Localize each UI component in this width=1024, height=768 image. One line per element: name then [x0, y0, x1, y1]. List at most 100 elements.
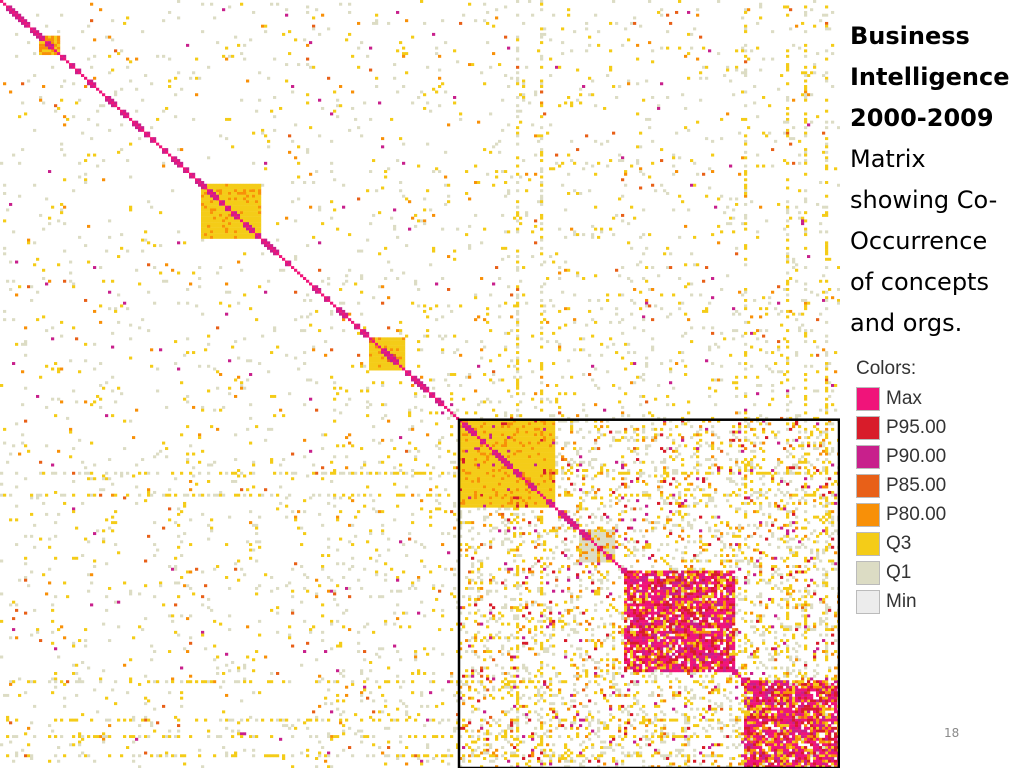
- matrix-cell: [342, 669, 346, 673]
- matrix-cell: [375, 19, 379, 23]
- matrix-cell: [558, 672, 562, 675]
- matrix-cell: [630, 205, 634, 209]
- matrix-cell: [474, 213, 478, 217]
- matrix-cell: [450, 628, 454, 632]
- matrix-cell: [825, 378, 829, 382]
- matrix-cell: [567, 748, 571, 752]
- matrix-cell: [747, 724, 751, 728]
- matrix-cell: [342, 318, 346, 322]
- matrix-cell: [729, 589, 733, 593]
- matrix-cell: [270, 351, 274, 355]
- matrix-cell: [585, 658, 589, 662]
- matrix-cell: [51, 397, 55, 401]
- matrix-cell: [576, 666, 580, 670]
- matrix-cell: [219, 718, 223, 722]
- matrix-cell: [543, 304, 547, 308]
- matrix-cell: [294, 38, 298, 42]
- matrix-cell: [207, 729, 211, 733]
- matrix-cell: [522, 98, 526, 102]
- matrix-cell: [81, 737, 85, 741]
- matrix-cell: [78, 438, 82, 442]
- matrix-cell: [582, 477, 586, 481]
- matrix-cell: [318, 674, 322, 678]
- matrix-cell: [237, 666, 241, 670]
- matrix-cell: [498, 315, 502, 319]
- matrix-cell: [678, 351, 682, 355]
- matrix-cell: [588, 93, 592, 97]
- matrix-cell: [660, 293, 664, 297]
- matrix-cell: [552, 526, 556, 530]
- matrix-cell: [708, 301, 712, 305]
- matrix-cell: [762, 672, 766, 675]
- matrix-cell: [702, 488, 706, 492]
- matrix-cell: [669, 518, 673, 522]
- matrix-cell: [666, 403, 670, 407]
- matrix-cell: [429, 515, 433, 519]
- matrix-cell: [387, 548, 391, 552]
- matrix-cell: [615, 545, 619, 549]
- matrix-cell: [291, 85, 295, 88]
- matrix-cell: [684, 636, 688, 640]
- matrix-cell: [36, 257, 40, 261]
- matrix-cell: [474, 477, 478, 481]
- matrix-cell: [234, 471, 238, 475]
- matrix-cell: [804, 493, 808, 497]
- matrix-cell: [600, 515, 604, 519]
- matrix-cell: [726, 222, 730, 226]
- matrix-cell: [339, 411, 343, 415]
- matrix-cell: [492, 537, 496, 541]
- matrix-cell: [123, 301, 127, 305]
- matrix-cell: [474, 652, 478, 656]
- matrix-cell: [567, 441, 571, 445]
- matrix-cell: [138, 682, 142, 686]
- matrix-cell: [540, 35, 544, 39]
- matrix-cell: [456, 466, 460, 470]
- matrix-cell: [561, 614, 565, 618]
- matrix-cell: [705, 458, 709, 461]
- matrix-cell: [702, 707, 706, 711]
- matrix-cell: [555, 726, 559, 730]
- matrix-cell: [621, 628, 625, 632]
- matrix-cell: [543, 318, 547, 322]
- matrix-cell: [144, 751, 148, 755]
- matrix-cell: [771, 480, 775, 483]
- matrix-cell: [651, 529, 655, 533]
- matrix-cell: [552, 477, 556, 481]
- matrix-cell: [273, 115, 277, 119]
- matrix-cell: [333, 381, 337, 385]
- matrix-cell: [513, 518, 517, 522]
- matrix-cell: [15, 543, 19, 547]
- matrix-cell: [321, 433, 325, 437]
- matrix-cell: [135, 737, 139, 741]
- matrix-cell: [447, 416, 451, 420]
- matrix-cell: [540, 298, 544, 302]
- matrix-cell: [72, 389, 76, 393]
- matrix-cell: [681, 458, 685, 461]
- matrix-cell: [687, 743, 691, 747]
- matrix-cell: [570, 101, 574, 105]
- matrix-cell: [642, 480, 646, 483]
- matrix-cell: [834, 167, 838, 171]
- matrix-cell: [513, 493, 517, 497]
- matrix-cell: [396, 589, 400, 593]
- matrix-cell: [414, 279, 418, 283]
- matrix-cell: [252, 548, 256, 552]
- matrix-cell: [738, 567, 742, 571]
- matrix-cell: [207, 156, 211, 160]
- matrix-cell: [816, 551, 820, 555]
- matrix-cell: [267, 279, 271, 283]
- matrix-cell: [753, 455, 757, 459]
- matrix-cell: [321, 13, 325, 17]
- matrix-cell: [618, 430, 622, 434]
- matrix-cell: [513, 554, 517, 557]
- matrix-cell: [369, 691, 373, 695]
- matrix-cell: [747, 732, 751, 736]
- matrix-cell: [147, 699, 151, 703]
- matrix-cell: [336, 584, 340, 588]
- matrix-cell: [471, 63, 475, 67]
- matrix-cell: [348, 726, 352, 730]
- matrix-cell: [423, 647, 427, 651]
- matrix-cell: [396, 576, 400, 579]
- matrix-cell: [345, 274, 349, 278]
- matrix-cell: [57, 106, 61, 110]
